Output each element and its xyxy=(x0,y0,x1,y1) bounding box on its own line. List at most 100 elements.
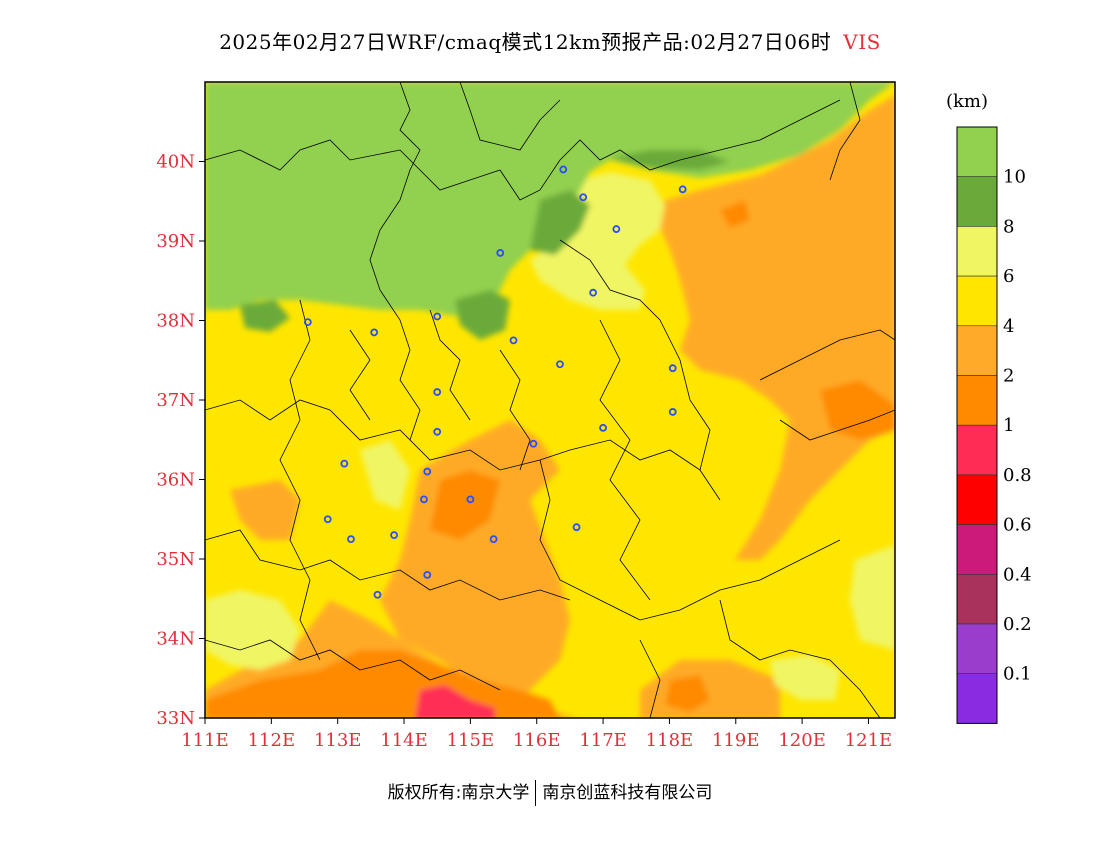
vis-region-dark-orange-ne xyxy=(720,200,750,228)
legend-swatch xyxy=(956,424,998,476)
city-station-marker xyxy=(370,328,379,337)
legend-label: 0.2 xyxy=(1003,614,1032,635)
visibility-field xyxy=(205,82,895,718)
boundary-line xyxy=(779,409,895,441)
lon-label: 119E xyxy=(712,730,760,751)
city-station-marker xyxy=(466,495,475,504)
legend-label: 6 xyxy=(1003,266,1014,287)
legend-swatch xyxy=(956,275,998,327)
lat-label: 37N xyxy=(156,390,195,411)
legend-frame xyxy=(956,126,998,724)
legend-swatch xyxy=(956,573,998,625)
city-station-marker xyxy=(323,515,332,524)
city-station-marker xyxy=(373,590,382,599)
city-station-marker xyxy=(433,427,442,436)
boundary-line xyxy=(499,349,531,471)
lat-label: 36N xyxy=(156,470,195,491)
city-station-marker xyxy=(556,360,564,369)
boundary-line xyxy=(759,329,895,381)
lon-label: 117E xyxy=(579,730,627,751)
city-station-marker xyxy=(433,388,442,396)
legend-label: 4 xyxy=(1003,316,1014,337)
lat-label: 34N xyxy=(156,629,195,650)
station-markers xyxy=(303,165,687,599)
city-station-marker xyxy=(589,288,598,297)
vis-region-light-yellow-west xyxy=(360,440,410,510)
city-station-marker xyxy=(433,312,442,321)
lat-label: 39N xyxy=(156,231,195,252)
boundary-line xyxy=(205,639,501,691)
city-station-marker xyxy=(390,531,398,540)
city-station-marker xyxy=(509,336,518,345)
vis-region-dark-orange-se xyxy=(665,675,710,712)
legend-swatch xyxy=(956,474,998,525)
city-station-marker xyxy=(559,165,568,174)
vis-region-dark-green-west xyxy=(240,300,290,332)
lon-label: 121E xyxy=(845,730,893,751)
legend-swatch xyxy=(956,673,998,724)
lon-label: 118E xyxy=(646,730,694,751)
legend-swatch xyxy=(956,375,998,426)
boundary-line xyxy=(349,329,371,421)
legend-label: 2 xyxy=(1003,366,1014,387)
color-legend: (km) 10 8 6 4 2 1 0.8 0.6 0.4 0.2 0.1 xyxy=(946,91,1032,724)
vis-region-dark-orange-east xyxy=(820,380,895,440)
boundary-line xyxy=(429,309,471,421)
latitude-labels: 40N 39N 38N 37N 36N 35N 34N 33N xyxy=(156,152,205,729)
lon-label: 115E xyxy=(447,730,495,751)
vis-region-dark-green-ridge xyxy=(530,190,590,255)
city-station-marker xyxy=(303,318,312,326)
city-station-marker xyxy=(347,535,355,544)
copyright-footer: 版权所有:南京大学 南京创蓝科技有限公司 xyxy=(0,778,1100,806)
vis-region-dark-green-center xyxy=(455,290,510,340)
city-station-marker xyxy=(496,249,505,257)
city-station-marker xyxy=(668,408,677,416)
boundary-line xyxy=(499,99,841,201)
legend-label: 1 xyxy=(1003,415,1014,436)
lon-label: 114E xyxy=(380,730,428,751)
boundary-line xyxy=(829,82,861,181)
vis-region-light-yellow-se2 xyxy=(770,655,840,700)
legend-label: 0.1 xyxy=(1003,664,1032,685)
lon-label: 111E xyxy=(181,730,229,751)
lon-label: 112E xyxy=(248,730,296,751)
boundary-line xyxy=(459,82,561,151)
legend-label: 8 xyxy=(1003,216,1014,237)
title-variable: VIS xyxy=(843,30,881,54)
boundary-line xyxy=(559,239,721,501)
legend-swatch xyxy=(956,524,998,575)
legend-unit: (km) xyxy=(946,91,988,112)
city-station-marker xyxy=(572,523,581,532)
lon-label: 120E xyxy=(778,730,826,751)
city-station-marker xyxy=(599,423,607,432)
city-station-marker xyxy=(420,495,428,504)
city-station-marker xyxy=(529,439,538,448)
boundary-line xyxy=(639,639,661,718)
legend-swatch xyxy=(956,176,998,227)
city-station-marker xyxy=(668,364,677,373)
legend-label: 0.8 xyxy=(1003,465,1032,486)
lat-label: 33N xyxy=(156,708,195,729)
boundary-line xyxy=(599,319,651,601)
legend-label: 10 xyxy=(1003,167,1026,188)
lat-label: 35N xyxy=(156,549,195,570)
city-station-marker xyxy=(489,535,498,544)
vis-region-sw-orange xyxy=(230,480,300,540)
longitude-labels: 111E 112E 113E 114E 115E 116E 117E 118E 119E 120E… xyxy=(181,718,892,751)
legend-swatch xyxy=(956,325,998,376)
boundary-line xyxy=(279,299,321,661)
lat-label: 40N xyxy=(156,152,195,173)
province-boundaries xyxy=(205,82,895,718)
boundary-line xyxy=(719,599,881,718)
boundary-line xyxy=(205,139,501,191)
lat-label: 38N xyxy=(156,311,195,332)
city-station-marker xyxy=(340,459,349,468)
city-station-marker xyxy=(579,193,588,202)
lon-label: 113E xyxy=(314,730,362,751)
title-main: 2025年02月27日WRF/cmaq模式12km预报产品:02月27日06时 xyxy=(219,30,832,54)
legend-label: 0.4 xyxy=(1003,564,1032,585)
lon-label: 116E xyxy=(513,730,561,751)
chart-title: 2025年02月27日WRF/cmaq模式12km预报产品:02月27日06时 V… xyxy=(0,26,1100,55)
city-station-marker xyxy=(423,467,432,476)
